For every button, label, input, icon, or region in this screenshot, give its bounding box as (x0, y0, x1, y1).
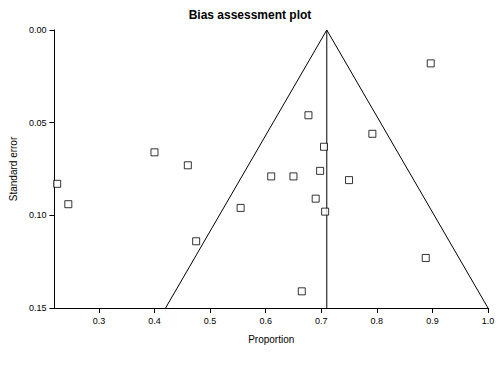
svg-text:Proportion: Proportion (248, 334, 294, 345)
svg-text:Standard error: Standard error (8, 136, 19, 201)
svg-text:1.0: 1.0 (482, 316, 495, 326)
svg-text:0.15: 0.15 (29, 303, 47, 313)
svg-text:0.8: 0.8 (371, 316, 384, 326)
svg-text:0.9: 0.9 (426, 316, 439, 326)
svg-text:0.4: 0.4 (148, 316, 161, 326)
svg-text:0.05: 0.05 (29, 118, 47, 128)
svg-text:0.10: 0.10 (29, 210, 47, 220)
svg-text:0.00: 0.00 (29, 25, 47, 35)
svg-text:0.5: 0.5 (204, 316, 217, 326)
svg-text:0.6: 0.6 (259, 316, 272, 326)
svg-text:0.3: 0.3 (93, 316, 106, 326)
svg-text:Bias assessment plot: Bias assessment plot (189, 8, 312, 22)
svg-text:0.7: 0.7 (315, 316, 328, 326)
